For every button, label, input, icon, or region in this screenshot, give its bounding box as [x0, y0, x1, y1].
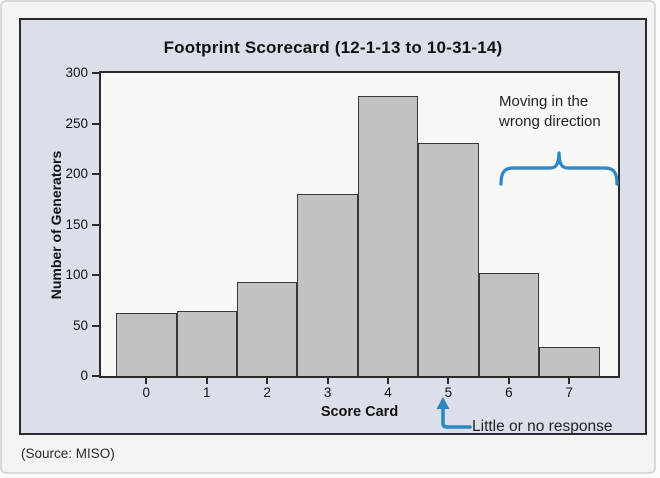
brace-icon	[499, 151, 619, 186]
up-arrow-icon	[436, 397, 472, 429]
x-axis-title: Score Card	[320, 404, 399, 420]
y-tick-mark	[92, 274, 99, 276]
bar-score-3	[297, 194, 358, 376]
x-tick-mark	[507, 378, 510, 384]
x-tick-label: 5	[444, 385, 453, 400]
x-tick-mark	[266, 378, 269, 384]
x-tick-label: 0	[142, 385, 151, 400]
y-tick-label: 200	[65, 166, 88, 181]
bar-score-1	[176, 311, 237, 376]
y-tick-mark	[92, 173, 99, 175]
bar-score-4	[357, 96, 419, 376]
y-tick-label: 100	[65, 267, 88, 282]
x-tick-label: 7	[565, 385, 574, 400]
x-tick-label: 2	[263, 385, 271, 400]
bar-score-7	[539, 346, 600, 376]
x-tick-mark	[447, 378, 450, 384]
y-tick-label: 50	[72, 317, 88, 333]
annotation-wrong-direction: Moving in the wrong direction	[499, 93, 601, 130]
source-note: (Source: MISO)	[21, 446, 115, 461]
y-tick-label: 300	[65, 65, 88, 80]
x-tick-label: 3	[323, 385, 332, 400]
bar-score-0	[116, 313, 177, 376]
x-tick-label: 6	[505, 385, 513, 400]
x-tick-mark	[568, 378, 571, 384]
y-tick-mark	[92, 223, 99, 226]
y-tick-mark	[92, 375, 99, 377]
x-tick-mark	[145, 378, 148, 384]
x-tick-label: 4	[384, 385, 392, 400]
y-tick-label: 150	[65, 216, 88, 232]
x-tick-label: 1	[202, 385, 211, 400]
bar-score-6	[478, 272, 540, 376]
bar-score-2	[236, 282, 298, 376]
x-tick-mark	[205, 378, 208, 384]
y-tick-mark	[92, 324, 99, 327]
y-tick-mark	[92, 122, 99, 125]
chart-title: Footprint Scorecard (12-1-13 to 10-31-14…	[163, 38, 503, 57]
x-tick-mark	[326, 378, 329, 384]
y-tick-label: 0	[80, 368, 88, 383]
x-tick-mark	[387, 378, 390, 384]
annotation-little-response: Little or no response	[472, 418, 613, 435]
chart-panel: Footprint Scorecard (12-1-13 to 10-31-14…	[19, 18, 647, 435]
y-tick-mark	[92, 72, 99, 74]
y-tick-label: 250	[65, 115, 88, 131]
bar-score-5	[418, 142, 479, 376]
